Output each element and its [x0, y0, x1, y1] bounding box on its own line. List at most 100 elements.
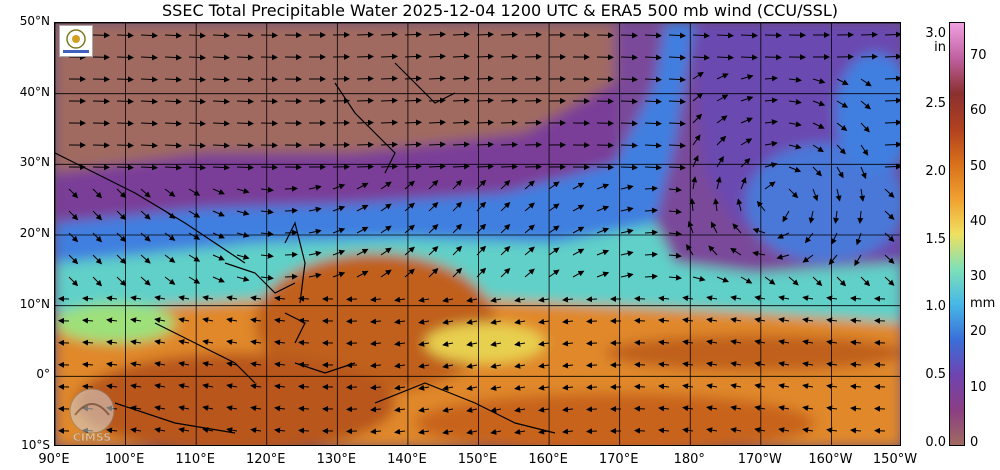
- wind-arrow: [668, 76, 686, 83]
- wind-arrow: [404, 180, 415, 190]
- wind-arrow: [884, 53, 900, 60]
- wind-arrow: [68, 188, 79, 199]
- wind-arrow: [812, 144, 824, 153]
- wind-arrow: [164, 54, 182, 61]
- wind-arrow: [596, 271, 610, 278]
- wind-arrow: [188, 120, 206, 127]
- wind-arrow: [428, 97, 446, 104]
- wind-arrow: [332, 205, 346, 212]
- wind-arrow: [788, 76, 802, 83]
- wind-arrow: [466, 385, 478, 391]
- wind-arrow: [212, 32, 230, 39]
- wind-arrow: [130, 339, 142, 346]
- wind-arrow: [850, 317, 862, 324]
- wind-arrow: [658, 295, 670, 302]
- wind-arrow: [644, 120, 662, 127]
- wind-arrow: [620, 76, 638, 83]
- wind-arrow: [706, 427, 718, 434]
- wind-arrow: [236, 32, 254, 39]
- wind-arrow: [884, 276, 895, 286]
- wind-arrow: [164, 232, 176, 241]
- wind-arrow: [202, 339, 214, 345]
- wind-arrow: [452, 223, 463, 234]
- wind-arrow: [226, 383, 238, 390]
- wind-arrow: [812, 100, 826, 107]
- wind-arrow: [212, 120, 230, 127]
- wind-arrow: [178, 405, 190, 411]
- colorbar-mm-tick: 70: [970, 48, 987, 63]
- wind-arrow: [716, 73, 729, 80]
- wind-arrow: [442, 429, 454, 435]
- wind-arrow: [884, 31, 900, 38]
- wind-arrow: [668, 54, 686, 61]
- wind-arrow: [548, 269, 560, 278]
- wind-arrow: [596, 183, 610, 190]
- wind-arrow: [691, 176, 698, 190]
- wind-arrow: [572, 204, 585, 212]
- wind-arrow: [835, 188, 842, 202]
- colorbar-inch-tick: 0.0: [925, 435, 946, 450]
- wind-arrow: [476, 201, 487, 212]
- wind-arrow: [788, 98, 802, 105]
- wind-arrow: [644, 32, 662, 39]
- wind-arrow: [188, 188, 201, 196]
- wind-arrow: [562, 428, 574, 435]
- colorbar-mm-unit: mm: [970, 296, 996, 311]
- wind-arrow: [226, 339, 238, 346]
- wind-arrow: [250, 317, 262, 324]
- wind-arrow: [442, 341, 454, 347]
- wind-arrow: [754, 383, 766, 389]
- wind-arrow: [802, 361, 814, 368]
- wind-arrow: [236, 164, 254, 171]
- lon-label: 180°: [673, 452, 705, 467]
- logo-icon: [59, 25, 93, 57]
- wind-arrow: [154, 427, 166, 434]
- wind-arrow: [562, 384, 574, 391]
- wind-arrow: [236, 54, 254, 61]
- wind-arrow: [82, 295, 94, 302]
- wind-arrow: [308, 184, 322, 191]
- wind-arrow: [562, 362, 574, 369]
- wind-arrow: [92, 276, 103, 287]
- wind-arrow: [776, 253, 790, 260]
- wind-arrow: [706, 295, 718, 302]
- wind-arrow: [188, 98, 206, 105]
- wind-arrow: [92, 210, 103, 221]
- wind-arrow: [836, 144, 846, 155]
- wind-arrow: [490, 297, 502, 303]
- wind-arrow: [154, 383, 166, 390]
- wind-arrow: [404, 31, 422, 38]
- wind-arrow: [490, 407, 502, 413]
- wind-arrow: [284, 251, 298, 258]
- wind-arrow: [164, 276, 176, 285]
- wind-arrow: [404, 53, 422, 60]
- wind-arrow: [140, 98, 158, 105]
- wind-arrow: [548, 225, 560, 234]
- wind-arrow: [740, 95, 754, 102]
- wind-arrow: [668, 98, 686, 105]
- wind-arrow: [644, 142, 662, 149]
- wind-arrow: [740, 54, 758, 61]
- wind-arrow: [538, 406, 550, 413]
- wind-arrow: [332, 183, 346, 190]
- wind-arrow: [236, 98, 254, 105]
- lon-label: 110°E: [175, 452, 215, 467]
- wind-arrow: [500, 141, 518, 148]
- wind-arrow: [188, 142, 206, 149]
- wind-arrow: [634, 427, 646, 434]
- wind-arrow: [82, 361, 94, 368]
- wind-arrow: [836, 122, 848, 131]
- wind-arrow: [380, 181, 392, 190]
- wind-arrow: [202, 361, 214, 367]
- wind-arrow: [524, 202, 535, 212]
- wind-arrow: [212, 210, 225, 217]
- wind-arrow: [812, 166, 822, 177]
- wind-arrow: [802, 383, 814, 390]
- wind-arrow: [730, 361, 742, 367]
- wind-arrow: [692, 134, 701, 146]
- wind-arrow: [658, 339, 670, 346]
- wind-arrow: [188, 210, 201, 218]
- wind-arrow: [404, 141, 422, 148]
- wind-arrow: [428, 53, 446, 60]
- wind-arrow: [859, 188, 866, 202]
